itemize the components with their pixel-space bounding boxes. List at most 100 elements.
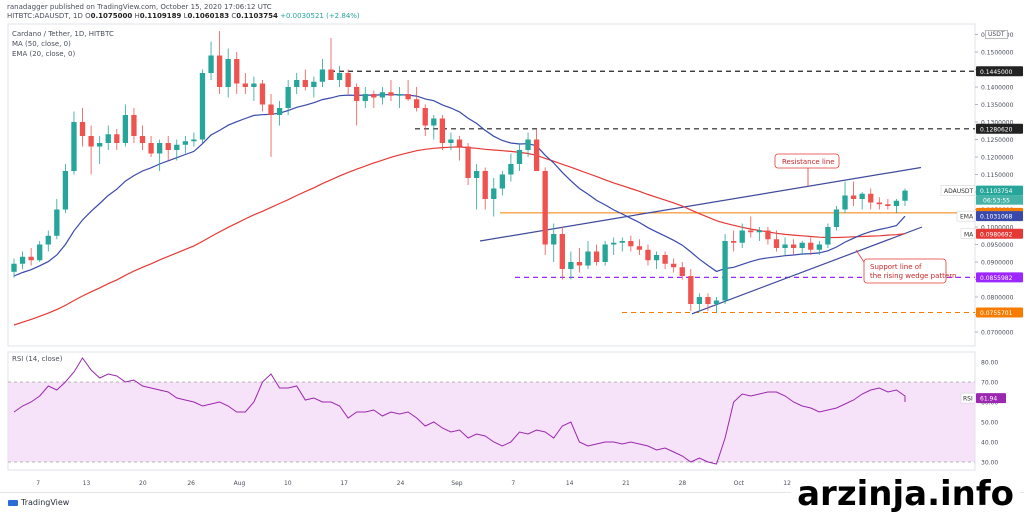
candle-body <box>859 193 865 199</box>
candle-body <box>739 230 745 243</box>
level-tag-label: 0.1445000 <box>980 69 1013 76</box>
price-tag <box>976 228 1023 239</box>
price-tag-label: 0.0980692 <box>980 231 1013 238</box>
candle-body <box>28 256 34 261</box>
price-tick-label: 0.1300000 <box>981 120 1014 127</box>
price-tag-name: MA <box>964 231 974 238</box>
rsi-value-tag-label: 61.94 <box>980 396 997 403</box>
tradingview-brand: TradingView <box>21 498 70 507</box>
time-tick-label: Sep <box>451 480 463 487</box>
candle-body <box>259 83 266 105</box>
candlestick-chart[interactable]: 0.15500000.15000000.14500000.14000000.13… <box>0 0 1024 492</box>
level-tag-label: 0.1280620 <box>980 126 1013 133</box>
low-value: 0.1060183 <box>187 12 230 20</box>
candle-body <box>88 136 94 147</box>
candle-body <box>885 204 891 206</box>
support-callout-pointer <box>855 249 865 263</box>
candle-body <box>533 139 540 171</box>
rsi-band <box>8 382 975 462</box>
candle-body <box>833 209 840 227</box>
price-tick-label: 0.0800000 <box>981 295 1014 302</box>
candle-body <box>37 244 43 261</box>
price-pane <box>7 23 976 347</box>
price-tick-label: 0.1400000 <box>981 85 1014 92</box>
candle-body <box>465 146 471 178</box>
candle-body <box>388 92 394 96</box>
candle-body <box>491 188 497 199</box>
candle-body <box>576 262 583 266</box>
time-tick-label: 26 <box>187 480 195 487</box>
time-tick-label: 24 <box>397 480 405 487</box>
price-tag <box>976 211 1023 222</box>
candle-body <box>242 83 248 87</box>
candle-body <box>645 249 651 261</box>
candle-body <box>679 267 685 276</box>
candle-body <box>868 193 874 203</box>
candle-body <box>11 263 17 272</box>
candle-body <box>516 150 523 164</box>
candle-body <box>422 108 428 126</box>
candle-body <box>722 241 728 301</box>
time-tick-label: Aug <box>234 480 246 487</box>
price-tick-label: 0.1350000 <box>981 102 1014 109</box>
candle-body <box>893 200 900 206</box>
price-tag-label: 0.1103754 <box>980 188 1013 195</box>
tradingview-logo[interactable]: TradingView <box>8 498 69 507</box>
price-tag-label: 0.1031068 <box>980 214 1013 221</box>
watermark: arzinja.info <box>791 476 1020 512</box>
price-tick-label: 0.1200000 <box>981 155 1014 162</box>
instrument-title[interactable]: Cardano / Tether, 1D, HITBTC <box>12 30 114 38</box>
candle-body <box>499 174 505 189</box>
candle-body <box>473 171 480 178</box>
level-tag <box>976 66 1023 77</box>
candle-body <box>268 104 274 115</box>
candle-body <box>773 239 780 248</box>
price-tick-label: 0.1250000 <box>981 137 1014 144</box>
candle-body <box>276 108 283 115</box>
candle-body <box>19 256 26 264</box>
candle-body <box>174 144 180 150</box>
time-tick-label: 7 <box>36 480 40 487</box>
candle-body <box>508 164 514 175</box>
time-tick-label: Oct <box>734 480 745 487</box>
candle-body <box>311 81 317 87</box>
rsi-tag-name: RSI <box>963 396 973 403</box>
candle-body <box>182 141 189 145</box>
rsi-tick-label: 50.00 <box>981 420 998 427</box>
candle-body <box>371 94 377 98</box>
price-tag-name-bg <box>960 228 976 240</box>
candle-body <box>602 244 608 262</box>
candle-body <box>765 230 771 240</box>
candle-body <box>525 139 531 150</box>
candle-body <box>216 55 223 87</box>
tradingview-mark-icon <box>8 499 18 506</box>
candle-body <box>688 276 694 304</box>
resistance-callout-text: Resistance line <box>782 158 835 166</box>
candle-body <box>628 241 634 247</box>
rsi-legend[interactable]: RSI (14, close) <box>12 355 63 363</box>
ema-legend[interactable]: EMA (20, close, 0) <box>12 50 76 58</box>
candle-body <box>165 143 171 150</box>
level-tag <box>976 123 1023 134</box>
candle-body <box>362 94 368 101</box>
candle-body <box>808 242 814 250</box>
candle-body <box>542 171 548 245</box>
open-value: 0.1075000 <box>90 12 133 20</box>
candle-body <box>225 59 231 87</box>
ma-legend[interactable]: MA (50, close, 0) <box>12 40 71 48</box>
ema20-line <box>13 94 906 277</box>
candle-body <box>79 122 86 136</box>
rsi-tick-label: 40.00 <box>981 440 998 447</box>
candle-body <box>414 99 420 108</box>
price-tag <box>976 185 1023 196</box>
candle-body <box>114 134 120 143</box>
candle-body <box>653 255 660 261</box>
support-callout-text-1: Support line of <box>870 263 922 271</box>
time-tick-label: 13 <box>83 480 91 487</box>
candle-body <box>593 251 600 262</box>
candle-body <box>62 171 69 210</box>
candle-body <box>122 115 129 143</box>
candle-body <box>559 234 565 269</box>
level-tag-label: 0.0755701 <box>980 310 1013 317</box>
time-tick-label: 7 <box>511 480 515 487</box>
